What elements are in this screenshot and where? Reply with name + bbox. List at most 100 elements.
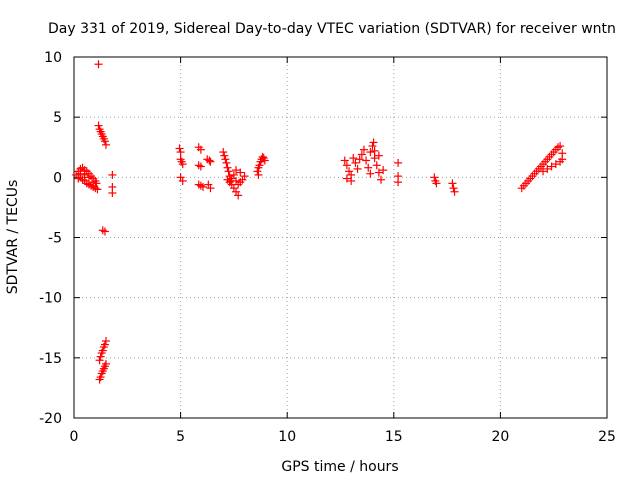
data-point bbox=[96, 352, 105, 361]
data-point bbox=[100, 340, 109, 349]
data-point bbox=[100, 227, 109, 236]
data-point bbox=[232, 166, 241, 175]
data-point bbox=[370, 154, 379, 163]
data-point bbox=[253, 167, 262, 176]
y-axis-label: SDTVAR / TECUs bbox=[5, 180, 21, 295]
x-tick-label: 10 bbox=[278, 429, 296, 445]
data-point bbox=[372, 161, 381, 170]
data-point bbox=[448, 179, 457, 188]
data-point bbox=[547, 162, 556, 171]
x-tick-label: 15 bbox=[385, 429, 403, 445]
data-point bbox=[340, 156, 349, 165]
data-point bbox=[176, 148, 185, 157]
x-tick-label: 20 bbox=[491, 429, 509, 445]
grid bbox=[74, 57, 607, 418]
data-points bbox=[72, 60, 567, 384]
data-point bbox=[342, 161, 351, 170]
data-point bbox=[100, 137, 109, 146]
data-point bbox=[221, 155, 230, 164]
y-tick-label: 5 bbox=[53, 110, 62, 126]
x-axis-label: GPS time / hours bbox=[281, 459, 398, 475]
data-point bbox=[255, 161, 264, 170]
x-tick-labels: 0 5 10 15 20 25 bbox=[70, 429, 616, 445]
data-point bbox=[377, 175, 386, 184]
data-point bbox=[366, 148, 375, 157]
data-point bbox=[196, 162, 205, 171]
chart-title: Day 331 of 2019, Sidereal Day-to-day VTE… bbox=[48, 21, 616, 37]
data-point bbox=[450, 187, 459, 196]
axis-ticks bbox=[73, 56, 608, 419]
y-tick-labels: -20 -15 -10 -5 0 5 10 bbox=[39, 50, 62, 427]
y-tick-label: 10 bbox=[44, 50, 62, 66]
data-point bbox=[206, 184, 215, 193]
data-point bbox=[224, 167, 233, 176]
data-point bbox=[430, 173, 439, 182]
data-point bbox=[94, 60, 103, 69]
data-point bbox=[101, 359, 110, 368]
data-point bbox=[394, 178, 403, 187]
data-point bbox=[551, 160, 560, 169]
data-point bbox=[84, 173, 93, 182]
data-point bbox=[108, 170, 117, 179]
data-point bbox=[254, 170, 263, 179]
data-point bbox=[347, 176, 356, 185]
data-point bbox=[342, 174, 351, 183]
data-point bbox=[176, 173, 185, 182]
data-point bbox=[432, 179, 441, 188]
data-point bbox=[175, 144, 184, 153]
data-point bbox=[229, 184, 238, 193]
data-point bbox=[101, 140, 110, 149]
x-tick-label: 25 bbox=[598, 429, 616, 445]
data-point bbox=[194, 161, 203, 170]
data-point bbox=[351, 158, 360, 167]
data-point bbox=[108, 188, 117, 197]
data-point bbox=[353, 164, 362, 173]
data-point bbox=[178, 176, 187, 185]
data-point bbox=[229, 170, 238, 179]
data-point bbox=[98, 226, 107, 235]
data-point bbox=[394, 158, 403, 167]
data-point bbox=[543, 164, 552, 173]
data-point bbox=[206, 157, 215, 166]
data-point bbox=[101, 336, 110, 345]
data-point bbox=[539, 167, 548, 176]
y-tick-label: 0 bbox=[53, 170, 62, 186]
data-point bbox=[374, 168, 383, 177]
y-tick-label: -5 bbox=[48, 231, 62, 247]
data-point bbox=[370, 146, 379, 155]
data-point bbox=[369, 138, 378, 147]
y-tick-label: -15 bbox=[39, 351, 62, 367]
data-point bbox=[178, 160, 187, 169]
data-point bbox=[198, 182, 207, 191]
data-point bbox=[220, 151, 229, 160]
data-point bbox=[260, 156, 269, 165]
y-tick-label: -10 bbox=[39, 291, 62, 307]
data-point bbox=[76, 169, 85, 178]
data-point bbox=[355, 155, 364, 164]
data-point bbox=[196, 145, 205, 154]
data-point bbox=[556, 142, 565, 151]
y-tick-label: -20 bbox=[39, 411, 62, 427]
data-point bbox=[359, 145, 368, 154]
data-point bbox=[219, 148, 228, 157]
data-point bbox=[80, 170, 89, 179]
data-point bbox=[205, 156, 214, 165]
x-tick-label: 0 bbox=[70, 429, 79, 445]
data-point bbox=[449, 184, 458, 193]
plot-frame bbox=[73, 56, 608, 419]
data-point bbox=[364, 163, 373, 172]
data-point bbox=[362, 156, 371, 165]
data-point bbox=[196, 181, 205, 190]
data-point bbox=[93, 185, 102, 194]
data-point bbox=[223, 163, 232, 172]
data-point bbox=[374, 151, 383, 160]
data-point bbox=[222, 158, 231, 167]
data-point bbox=[94, 121, 103, 130]
data-point bbox=[345, 167, 354, 176]
data-point bbox=[379, 166, 388, 175]
data-point bbox=[368, 142, 377, 151]
data-point bbox=[349, 154, 358, 163]
data-point bbox=[95, 356, 104, 365]
data-point bbox=[234, 191, 243, 200]
